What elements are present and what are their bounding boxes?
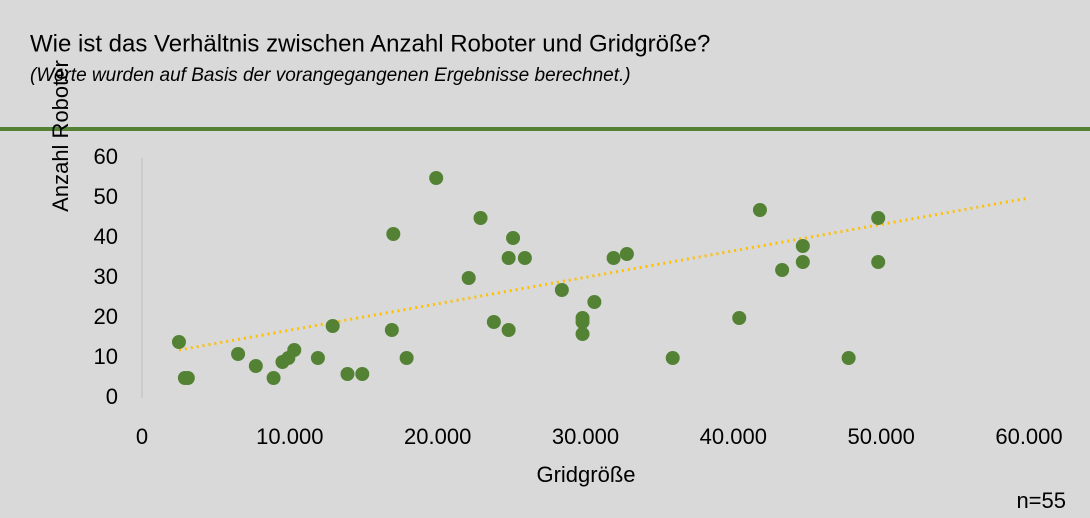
x-tick-label: 20.000 [404,424,471,449]
point [871,211,886,225]
point [554,283,569,297]
y-tick-label: 30 [94,264,118,289]
point [399,351,414,365]
point [619,247,634,261]
point [287,343,302,357]
x-tick-label: 50.000 [848,424,915,449]
x-tick-label: 40.000 [700,424,767,449]
point [517,251,532,265]
chart-title: Wie ist das Verhältnis zwischen Anzahl R… [30,30,710,57]
x-tick-label: 10.000 [256,424,323,449]
point [486,315,501,329]
point [575,327,590,341]
point [501,323,516,337]
point [429,171,444,185]
chart-subtitle: (Werte wurden auf Basis der vorangegange… [30,65,631,86]
point [355,367,370,381]
point [310,351,325,365]
annotation: n=55 [1016,488,1066,513]
y-tick-label: 10 [94,344,118,369]
point [871,255,886,269]
point [732,311,747,325]
point [248,359,263,373]
point [795,255,810,269]
y-tick-label: 20 [94,304,118,329]
y-axis-label: Anzahl Roboter [48,60,73,212]
point [180,371,195,385]
x-tick-label: 0 [136,424,148,449]
point [665,351,680,365]
point [231,347,246,361]
point [384,323,399,337]
point [606,251,621,265]
point [506,231,521,245]
point [325,319,340,333]
point [461,271,476,285]
point [775,263,790,277]
point [386,227,401,241]
x-tick-label: 30.000 [552,424,619,449]
point [473,211,488,225]
point [501,251,516,265]
point [841,351,856,365]
x-tick-label: 60.000 [995,424,1062,449]
point [752,203,767,217]
point [171,335,186,349]
x-axis-label: Gridgröße [536,462,635,487]
y-tick-label: 60 [94,144,118,169]
point [340,367,355,381]
point [266,371,281,385]
header-rule [0,127,1090,131]
point [587,295,602,309]
y-tick-label: 50 [94,184,118,209]
point [575,315,590,329]
trendline [178,196,1030,352]
y-tick-label: 0 [106,384,118,409]
point [795,239,810,253]
y-tick-label: 40 [94,224,118,249]
